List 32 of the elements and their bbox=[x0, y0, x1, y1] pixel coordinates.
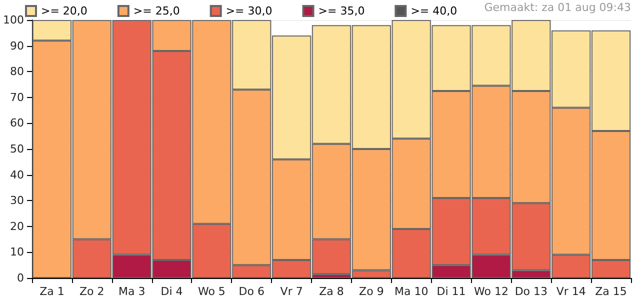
y-tick-label: 100 bbox=[2, 14, 24, 26]
x-tick-label: Za 1 bbox=[40, 285, 64, 298]
x-tick-label: Di 4 bbox=[160, 285, 183, 298]
y-tick-label: 70 bbox=[10, 90, 24, 104]
x-tick-label: Za 8 bbox=[319, 285, 344, 298]
legend-label: >= 20,0 bbox=[41, 4, 88, 18]
x-tick-label: Zo 2 bbox=[80, 285, 104, 298]
y-tick-label: 10 bbox=[10, 246, 24, 259]
legend-label: >= 30,0 bbox=[226, 4, 272, 18]
y-tick-label: 0 bbox=[16, 272, 24, 284]
legend-label: >= 35,0 bbox=[318, 4, 365, 18]
x-tick-label: Zo 9 bbox=[359, 285, 384, 298]
y-tick-label: 40 bbox=[10, 168, 24, 182]
y-tick-label: 30 bbox=[10, 194, 24, 208]
x-tick-label: Do 13 bbox=[514, 285, 548, 298]
x-tick-label: Vr 7 bbox=[280, 285, 303, 298]
y-tick-label: 50 bbox=[10, 142, 24, 156]
x-tick-label: Za 15 bbox=[595, 285, 627, 298]
legend-label: >= 40,0 bbox=[410, 4, 458, 18]
y-tick-label: 80 bbox=[10, 65, 24, 78]
text: Gemaakt: za 01 aug 09:43 bbox=[484, 1, 632, 14]
x-tick-label: Ma 10 bbox=[394, 285, 428, 298]
x-tick-label: Vr 14 bbox=[556, 285, 586, 298]
x-tick-label: Ma 3 bbox=[118, 285, 146, 298]
legend-label: >= 25,0 bbox=[133, 4, 180, 18]
x-tick-label: Wo 12 bbox=[474, 285, 508, 298]
x-tick-label: Di 11 bbox=[436, 285, 466, 298]
y-tick-label: 20 bbox=[10, 220, 24, 233]
y-tick-label: 60 bbox=[10, 116, 24, 130]
x-tick-label: Do 6 bbox=[238, 285, 264, 298]
y-tick-label: 90 bbox=[10, 39, 24, 52]
x-tick-label: Wo 5 bbox=[198, 285, 226, 298]
